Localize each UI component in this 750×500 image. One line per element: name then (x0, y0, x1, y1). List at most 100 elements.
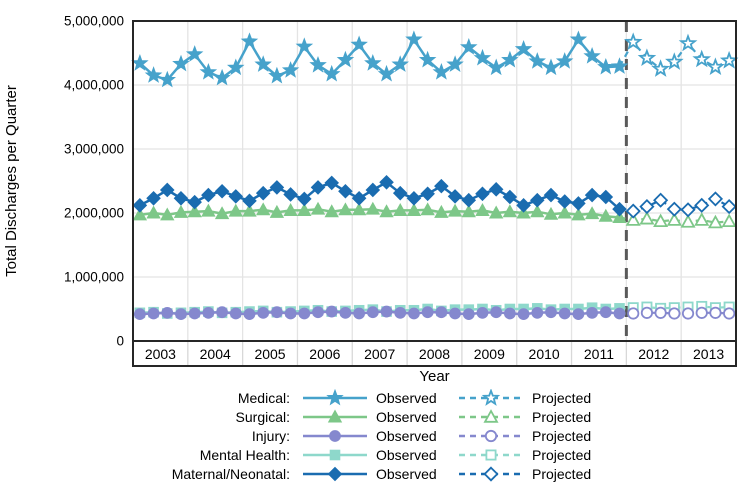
injury-observed-marker (545, 306, 557, 319)
surgical-observed-marker (228, 203, 243, 217)
legend-observed-swatch (303, 409, 367, 423)
medical-observed-marker (610, 57, 629, 74)
surgical-observed-marker (393, 202, 408, 216)
legend-observed-swatch (303, 449, 367, 460)
medical-observed-marker (405, 30, 423, 48)
injury-observed-marker (503, 307, 516, 320)
injury-observed-marker (325, 305, 338, 318)
maternal-neonatal-projected-marker (625, 203, 641, 219)
maternal-neonatal-observed-marker (475, 186, 490, 202)
maternal-neonatal-observed-marker (255, 185, 271, 201)
surgical-observed-marker (598, 208, 613, 222)
injury-observed-marker (188, 307, 201, 320)
medical-observed-marker (336, 50, 355, 68)
legend-row-injury: Injury: Observed Projected (0, 426, 750, 445)
medical-observed-marker (391, 55, 410, 72)
maternal-neonatal-observed-marker (434, 178, 449, 194)
maternal-neonatal-projected-legend-marker (483, 465, 499, 482)
medical-observed-marker (309, 56, 327, 73)
medical-observed-marker (199, 63, 218, 80)
injury-observed-marker (435, 306, 448, 319)
maternal-neonatal-observed-marker (379, 174, 394, 190)
maternal-neonatal-observed-marker (242, 193, 257, 209)
legend-projected-swatch (459, 408, 523, 423)
medical-observed-marker (185, 45, 204, 62)
maternal-neonatal-observed-marker (502, 189, 518, 205)
medical-observed-marker (131, 53, 149, 71)
y-tick-label: 3,000,000 (64, 142, 124, 157)
injury-observed-marker (243, 308, 256, 321)
medical-observed-marker (555, 52, 574, 69)
maternal-neonatal-observed-marker (461, 192, 477, 208)
injury-projected-marker (627, 307, 640, 320)
surgical-observed-marker (338, 202, 353, 216)
surgical-observed-marker (502, 204, 518, 218)
medical-projected-marker (637, 48, 657, 66)
legend-projected-label: Projected (532, 389, 592, 406)
maternal-neonatal-projected-marker (707, 191, 724, 207)
chart-legend: Medical: Observed Projected Surgical: Observ… (0, 388, 750, 483)
maternal-neonatal-observed-marker (543, 187, 559, 203)
maternal-neonatal-observed-marker (297, 191, 312, 207)
injury-observed-marker (421, 306, 434, 319)
surgical-observed-marker (214, 206, 230, 220)
medical-projected-marker (665, 52, 684, 70)
y-tick-label: 1,000,000 (64, 270, 124, 285)
surgical-observed-marker (447, 203, 463, 217)
maternal-neonatal-observed-marker (516, 198, 531, 213)
surgical-observed-marker (324, 204, 339, 218)
surgical-observed-marker (530, 204, 545, 218)
injury-observed-marker (613, 307, 626, 320)
maternal-neonatal-observed-marker (159, 182, 175, 198)
injury-projected-marker (681, 307, 695, 320)
medical-observed-marker (268, 66, 286, 84)
surgical-projected-legend-marker (483, 408, 499, 423)
chart-plot: 0 1,000,000 2,000,000 3,000,000 4,000,000 5,0… (3, 14, 739, 385)
injury-observed-marker (449, 307, 461, 320)
legend-projected-label: Projected (532, 427, 592, 444)
y-tick-label: 0 (116, 334, 124, 349)
maternal-neonatal-observed-marker (392, 185, 408, 201)
surgical-projected-marker (680, 214, 696, 228)
injury-observed-marker (298, 307, 311, 320)
surgical-observed-marker (379, 204, 394, 218)
legend-observed-swatch (303, 429, 367, 442)
surgical-observed-legend-marker (327, 409, 343, 423)
y-tick-label: 2,000,000 (64, 206, 124, 221)
injury-observed-marker (586, 306, 599, 319)
surgical-observed-marker (571, 207, 586, 221)
maternal-neonatal-observed-marker (529, 192, 545, 208)
legend-observed-label: Observed (376, 465, 437, 482)
surgical-observed-marker (256, 202, 271, 216)
medical-observed-marker (254, 55, 272, 72)
surgical-projected-marker (625, 212, 641, 226)
injury-observed-marker (531, 306, 544, 319)
injury-observed-marker (490, 306, 503, 319)
legend-series-label: Medical: (237, 389, 290, 406)
medical-observed-marker (473, 48, 492, 66)
surgical-observed-marker (310, 201, 326, 215)
maternal-neonatal-projected-marker (680, 202, 696, 218)
injury-observed-marker (229, 307, 242, 320)
medical-observed-marker (432, 62, 451, 80)
legend-projected-label: Projected (532, 446, 592, 463)
medical-observed-marker (295, 37, 314, 55)
legend-observed-label: Observed (376, 427, 437, 444)
surgical-observed-marker (160, 207, 175, 221)
medical-observed-marker (459, 37, 478, 55)
injury-observed-legend-marker (329, 429, 341, 442)
x-tick-label: 2007 (364, 346, 395, 362)
maternal-neonatal-observed-marker (598, 189, 614, 205)
legend-projected-swatch (459, 429, 523, 442)
x-tick-label: 2010 (529, 346, 560, 362)
injury-projected-marker (668, 307, 681, 320)
maternal-neonatal-observed-marker (557, 194, 572, 209)
maternal-neonatal-observed-marker (571, 196, 586, 211)
x-tick-label: 2005 (254, 346, 285, 362)
injury-projected-marker (654, 306, 667, 319)
maternal-neonatal-projected-marker (653, 192, 669, 208)
injury-projected-marker (695, 306, 708, 319)
injury-observed-marker (270, 306, 283, 319)
injury-observed-marker (161, 306, 174, 319)
injury-observed-marker (339, 306, 352, 319)
